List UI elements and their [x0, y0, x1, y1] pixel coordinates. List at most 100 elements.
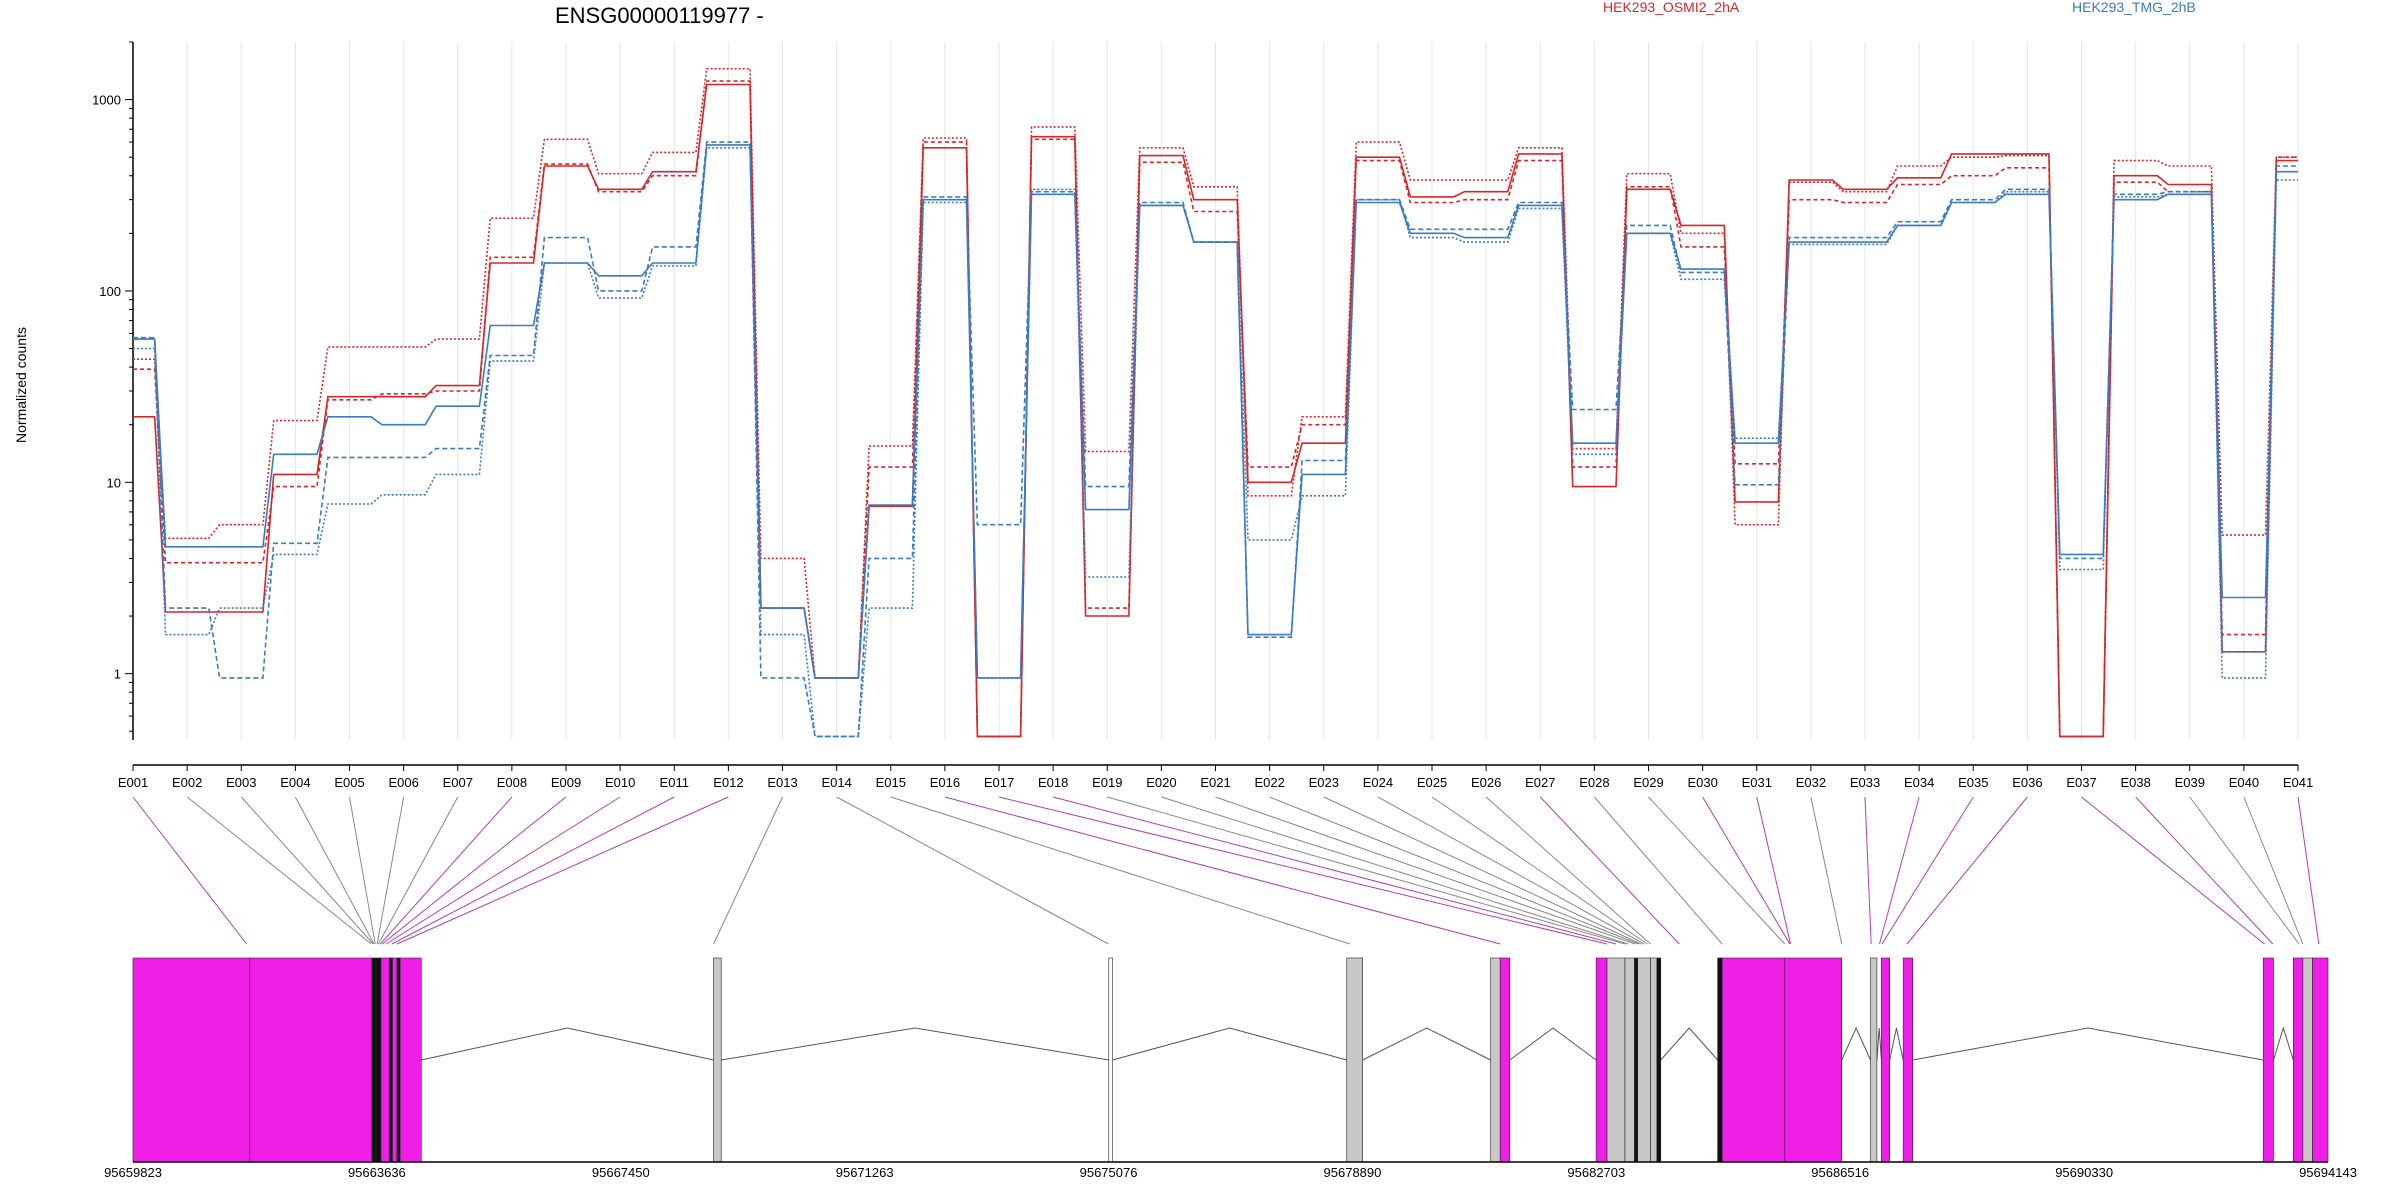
x-tick-label: E003 — [226, 775, 256, 790]
exon-link-line — [1539, 796, 1680, 945]
intron-line — [2272, 1026, 2294, 1061]
exon-link-line — [1377, 796, 1645, 945]
intron-line — [421, 1027, 714, 1061]
exon-link-line — [1052, 796, 1617, 945]
y-axis-label: Normalized counts — [13, 327, 29, 443]
intron-line — [721, 1027, 1109, 1061]
exon-block — [396, 957, 401, 1163]
x-tick-label: E002 — [172, 775, 202, 790]
exon-link-line — [1881, 796, 1974, 945]
exon-link-line — [1756, 796, 1792, 945]
exon-link-line — [2297, 796, 2320, 945]
exon-link-line — [1107, 796, 1626, 945]
exon-link-line — [132, 796, 248, 945]
coordinate-tick-label: 95690330 — [2055, 1165, 2113, 1180]
exon-block — [1634, 957, 1639, 1163]
x-tick-label: E022 — [1254, 775, 1284, 790]
x-tick-label: E009 — [551, 775, 581, 790]
intron-line — [1509, 1027, 1597, 1061]
exon-link-line — [1864, 796, 1872, 945]
intron-line — [1912, 1027, 2264, 1061]
x-tick-label: E039 — [2175, 775, 2205, 790]
exon-link-line — [1269, 796, 1639, 945]
exon-block — [392, 957, 398, 1163]
exon-block — [1499, 957, 1511, 1163]
exon-link-line — [890, 796, 1351, 945]
exon-link-line — [186, 796, 372, 945]
exon-link-line — [836, 796, 1109, 945]
exon-link-line — [1648, 796, 1786, 945]
exon-link-line — [1702, 796, 1791, 945]
exon-link-line — [377, 796, 459, 945]
exon-link-line — [349, 796, 376, 945]
exon-block — [2262, 957, 2274, 1163]
y-tick-label: 1 — [114, 667, 121, 682]
exon-block — [380, 957, 390, 1163]
exon-link-line — [2081, 796, 2265, 945]
x-tick-label: E041 — [2283, 775, 2313, 790]
exon-link-line — [2189, 796, 2300, 945]
x-tick-label: E032 — [1796, 775, 1826, 790]
exon-link-lines — [132, 796, 2320, 945]
gene-model — [132, 957, 2329, 1163]
coordinate-tick-label: 95675076 — [1080, 1165, 1138, 1180]
x-tick-label: E008 — [497, 775, 527, 790]
exon-block — [1717, 957, 1723, 1163]
exon-block — [1656, 957, 1662, 1163]
exon-link-line — [1810, 796, 1843, 945]
x-tick-label: E026 — [1471, 775, 1501, 790]
x-tick-label: E010 — [605, 775, 635, 790]
series-lines — [133, 67, 2298, 738]
exon-block — [2292, 957, 2304, 1163]
x-tick-label: E019 — [1092, 775, 1122, 790]
x-tick-label: E038 — [2120, 775, 2150, 790]
series-line — [133, 141, 2298, 738]
x-tick-label: E033 — [1850, 775, 1880, 790]
exon-link-line — [1215, 796, 1636, 945]
series-line — [133, 147, 2298, 738]
x-axis: E001 E002 E003 E004 E005 E006 E007 E008 E009 E010… — [118, 764, 2313, 790]
x-tick-label: E029 — [1633, 775, 1663, 790]
intron-line — [1362, 1027, 1491, 1061]
exon-link-line — [1906, 796, 2028, 945]
exon-block — [2312, 957, 2329, 1163]
exon-block — [1650, 957, 1658, 1163]
exon-block — [371, 957, 377, 1163]
coordinate-tick-label: 95678890 — [1324, 1165, 1382, 1180]
x-tick-label: E005 — [334, 775, 364, 790]
exon-block — [1637, 957, 1651, 1163]
exon-link-line — [381, 796, 567, 945]
exon-block — [249, 957, 373, 1163]
exon-block — [1902, 957, 1914, 1163]
x-tick-label: E040 — [2229, 775, 2259, 790]
coordinate-tick-label: 95663636 — [348, 1165, 406, 1180]
series-line — [133, 83, 2298, 738]
coordinate-tick-label: 95671263 — [836, 1165, 894, 1180]
x-tick-label: E012 — [713, 775, 743, 790]
x-tick-label: E001 — [118, 775, 148, 790]
exon-block — [1870, 957, 1878, 1163]
exon-block — [1606, 957, 1626, 1163]
x-tick-label: E011 — [660, 775, 689, 790]
y-tick-label: 1000 — [92, 93, 121, 108]
x-tick-label: E020 — [1146, 775, 1176, 790]
coordinate-tick-label: 95682703 — [1567, 1165, 1625, 1180]
x-tick-label: E034 — [1904, 775, 1934, 790]
x-tick-label: E016 — [930, 775, 960, 790]
exon-block — [375, 957, 382, 1163]
x-tick-label: E021 — [1200, 775, 1230, 790]
x-tick-label: E024 — [1363, 775, 1393, 790]
exon-link-line — [1593, 796, 1723, 945]
intron-line — [1889, 1027, 1904, 1061]
x-tick-label: E023 — [1309, 775, 1339, 790]
exon-link-line — [396, 796, 729, 945]
exon-block — [1595, 957, 1608, 1163]
exon-link-line — [713, 796, 783, 945]
exon-link-line — [2135, 796, 2274, 945]
coordinate-tick-label: 95694143 — [2299, 1165, 2357, 1180]
x-tick-label: E007 — [443, 775, 473, 790]
x-tick-label: E035 — [1958, 775, 1988, 790]
x-tick-label: E018 — [1038, 775, 1068, 790]
intron-line — [1876, 1027, 1882, 1061]
